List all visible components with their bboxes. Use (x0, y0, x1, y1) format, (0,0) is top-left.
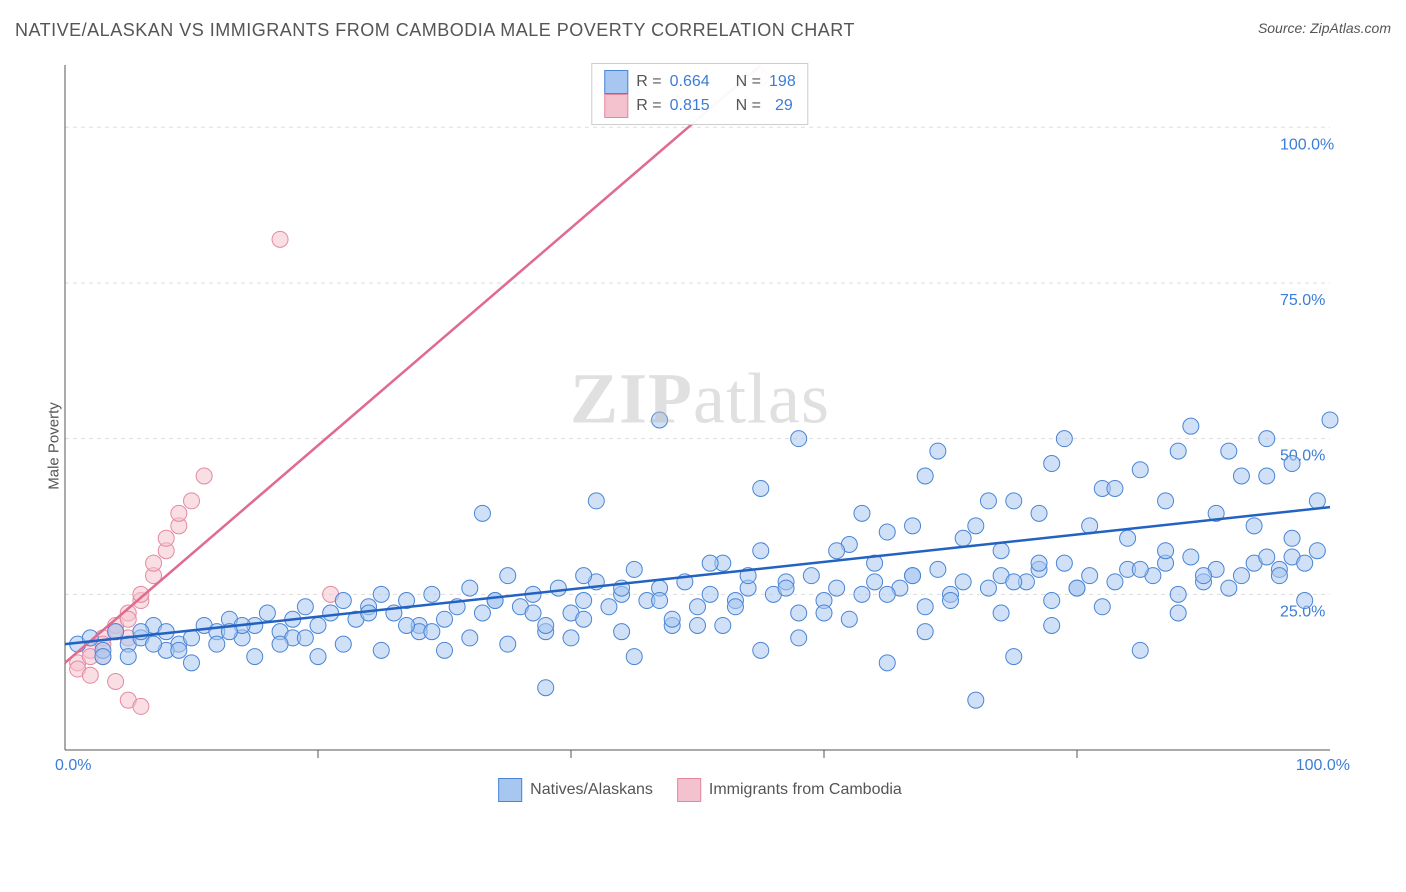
r-value-blue: 0.664 (670, 73, 710, 91)
legend-swatch-blue (604, 70, 628, 94)
r-label: R = (636, 73, 661, 91)
source-attribution: Source: ZipAtlas.com (1258, 20, 1391, 36)
legend-swatch-blue (498, 778, 522, 802)
x-tick-origin: 0.0% (55, 757, 91, 775)
legend-swatch-pink (604, 94, 628, 118)
n-label: N = (736, 73, 761, 91)
legend-label-blue: Natives/Alaskans (530, 781, 653, 799)
n-value-blue: 198 (769, 73, 796, 91)
n-label: N = (736, 97, 761, 115)
legend-row-blue: R = 0.664 N = 198 (604, 70, 795, 94)
series-legend: Natives/Alaskans Immigrants from Cambodi… (498, 778, 902, 802)
n-value-pink: 29 (769, 97, 793, 115)
r-label: R = (636, 97, 661, 115)
svg-text:75.0%: 75.0% (1280, 292, 1325, 309)
correlation-legend: R = 0.664 N = 198 R = 0.815 N = 29 (591, 63, 808, 125)
x-tick-max: 100.0% (1296, 757, 1350, 775)
legend-item-blue: Natives/Alaskans (498, 778, 653, 802)
chart-area: ZIPatlas 25.0%50.0%75.0%100.0% R = 0.664… (60, 60, 1340, 830)
legend-swatch-pink (677, 778, 701, 802)
source-prefix: Source: (1258, 20, 1310, 36)
source-name: ZipAtlas.com (1310, 20, 1391, 36)
legend-item-pink: Immigrants from Cambodia (677, 778, 902, 802)
r-value-pink: 0.815 (670, 97, 710, 115)
chart-title: NATIVE/ALASKAN VS IMMIGRANTS FROM CAMBOD… (15, 20, 855, 41)
legend-label-pink: Immigrants from Cambodia (709, 781, 902, 799)
svg-text:100.0%: 100.0% (1280, 136, 1334, 153)
legend-row-pink: R = 0.815 N = 29 (604, 94, 795, 118)
scatter-chart: 25.0%50.0%75.0%100.0% (60, 60, 1340, 830)
